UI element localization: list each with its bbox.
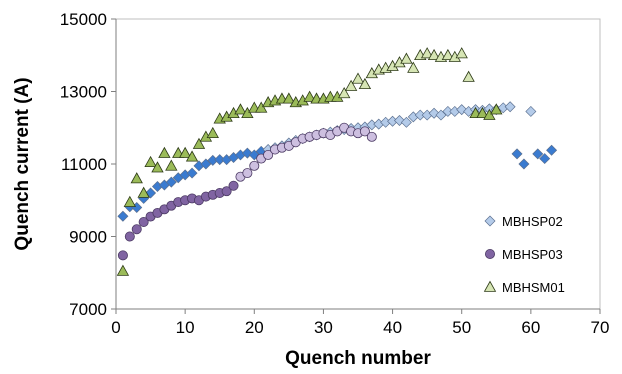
y-tick-label: 13000 [60,83,107,102]
data-point [400,116,412,128]
x-tick-label: 30 [314,318,333,337]
data-point [435,109,447,121]
y-tick-label: 15000 [60,10,107,29]
data-point [366,131,377,142]
data-point [511,148,523,160]
data-point [151,161,164,173]
legend-item-mbhsm01: MBHSM01 [483,280,565,295]
data-point [462,70,475,82]
x-tick-label: 40 [383,318,402,337]
data-point [344,79,358,91]
data-point [483,108,496,120]
data-point [359,126,370,137]
data-point [116,264,130,276]
legend-label: MBHSP03 [502,247,563,262]
data-point [234,103,247,115]
data-point [351,72,365,84]
data-point [124,231,135,242]
data-point [185,150,199,162]
x-tick-label: 0 [111,318,120,337]
legend-marker [484,215,496,227]
data-point [131,224,142,235]
data-point [192,137,206,149]
data-point [130,172,143,184]
data-point [303,90,316,102]
y-tick-label: 11000 [61,155,107,174]
legend-label: MBHSM01 [502,280,565,295]
legend: MBHSP02 MBHSP03 MBHSM01 [483,214,565,295]
data-point [186,167,198,179]
data-point [117,250,128,261]
data-point [206,126,219,138]
data-point [255,101,268,113]
data-point [165,159,178,171]
data-point [441,48,455,61]
data-point [144,155,157,167]
data-point [282,92,296,104]
data-point [476,106,489,119]
data-point [518,158,530,170]
x-axis-title: Quench number [285,348,431,369]
data-point [420,47,434,59]
data-point [525,105,537,117]
data-point [165,176,177,188]
data-point [400,52,413,64]
series-layer [116,47,558,276]
data-point [546,144,558,156]
data-point [427,48,441,61]
legend-item-mbhsp02: MBHSP02 [484,214,563,229]
series-mbhsp03 [117,122,377,261]
y-tick-label: 9000 [69,228,107,247]
data-point [178,146,192,158]
legend-item-mbhsp03: MBHSP03 [484,247,563,262]
axes: 0 10 20 30 40 50 60 70 7000 9000 11000 13000 15000 [60,10,610,337]
data-point [158,146,171,158]
data-point [407,61,420,73]
x-tick-label: 20 [245,318,264,337]
x-tick-label: 10 [176,318,195,337]
legend-marker [484,248,495,259]
y-tick-label: 7000 [69,300,107,319]
data-point [117,210,129,222]
data-point [137,186,150,198]
data-point [242,168,253,179]
data-point [532,148,544,160]
data-point [249,160,260,171]
data-point [539,153,551,165]
series-mbhsm01 [116,47,503,276]
data-point [504,101,516,113]
data-point [490,103,503,115]
x-tick-label: 50 [452,318,471,337]
data-point [358,77,372,90]
data-point [200,158,212,170]
data-point [221,186,232,197]
x-tick-label: 70 [591,318,610,337]
legend-label: MBHSP02 [502,214,563,229]
data-point [263,149,274,160]
data-point [337,86,351,99]
legend-marker [483,280,497,292]
data-point [228,180,239,191]
data-point [138,216,149,227]
data-point [123,195,137,207]
data-point [455,47,468,59]
x-tick-label: 60 [521,318,540,337]
data-point [241,106,254,119]
y-axis-title: Quench current (A) [12,77,33,250]
